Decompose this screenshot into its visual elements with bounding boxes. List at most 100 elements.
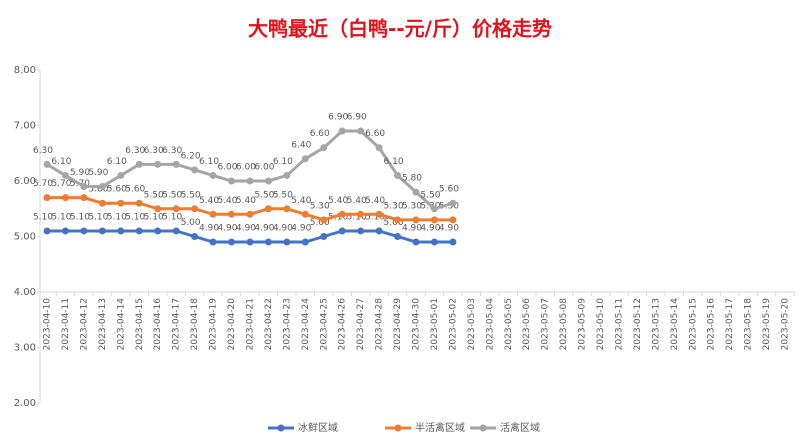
value-label: 5.30	[439, 201, 459, 211]
point	[135, 160, 143, 168]
x-tick-label: 2023-05-16	[707, 298, 717, 351]
x-tick-label: 2023-04-22	[264, 298, 274, 350]
point	[375, 227, 383, 235]
point	[43, 227, 51, 235]
value-label: 5.00	[310, 218, 330, 228]
point	[412, 216, 420, 224]
point	[61, 171, 69, 179]
value-label: 5.60	[125, 185, 145, 195]
legend-label: 冰鲜区域	[298, 421, 338, 434]
point	[98, 183, 106, 191]
point	[246, 210, 254, 218]
y-tick-label: 6.00	[14, 176, 36, 187]
point	[430, 238, 438, 246]
x-tick-label: 2023-04-10	[43, 298, 53, 351]
value-label: 5.10	[51, 212, 71, 222]
value-label: 5.40	[199, 196, 219, 206]
value-label: 5.40	[217, 196, 237, 206]
value-label: 6.60	[310, 129, 330, 139]
point	[117, 199, 125, 207]
y-tick-label: 8.00	[14, 65, 36, 76]
point	[430, 216, 438, 224]
value-label: 4.90	[420, 224, 440, 234]
value-label: 5.10	[125, 212, 145, 222]
point	[61, 227, 69, 235]
value-label: 5.10	[365, 212, 385, 222]
value-label: 5.00	[384, 218, 404, 228]
point	[191, 205, 199, 213]
point	[283, 205, 291, 213]
point	[154, 160, 162, 168]
point	[228, 210, 235, 218]
value-label: 5.40	[365, 196, 385, 206]
value-label: 5.50	[254, 190, 274, 200]
x-tick-label: 2023-04-11	[61, 298, 71, 350]
point	[80, 183, 88, 191]
point	[191, 166, 199, 174]
point	[154, 227, 162, 235]
y-tick-label: 7.00	[14, 121, 36, 132]
point	[375, 210, 383, 218]
point	[320, 233, 328, 240]
x-tick-label: 2023-04-23	[282, 298, 292, 350]
y-tick-label: 4.00	[14, 287, 36, 298]
x-tick-label: 2023-05-19	[762, 298, 772, 351]
value-label: 6.20	[181, 151, 201, 161]
x-tick-label: 2023-05-09	[578, 298, 588, 351]
value-label: 5.30	[384, 201, 404, 211]
value-label: 5.40	[328, 196, 348, 206]
x-tick-label: 2023-04-24	[301, 298, 311, 351]
value-label: 4.90	[217, 224, 237, 234]
x-tick-label: 2023-04-25	[319, 298, 329, 350]
value-label: 5.70	[33, 179, 53, 189]
x-tick-label: 2023-05-14	[670, 298, 680, 351]
value-label: 6.60	[365, 129, 385, 139]
x-tick-label: 2023-05-17	[725, 298, 735, 350]
point	[375, 144, 383, 152]
value-label: 6.10	[199, 157, 219, 167]
value-label: 4.90	[402, 224, 422, 234]
x-tick-label: 2023-04-18	[190, 298, 200, 351]
value-label: 6.30	[33, 146, 53, 156]
point	[246, 238, 254, 246]
x-tick-label: 2023-05-03	[467, 298, 477, 350]
value-label: 5.50	[181, 190, 201, 200]
x-tick-label: 2023-05-02	[448, 298, 458, 350]
x-tick-label: 2023-05-12	[633, 298, 643, 350]
point	[135, 199, 143, 207]
value-label: 5.10	[70, 212, 90, 222]
value-label: 5.40	[291, 196, 311, 206]
value-label: 5.40	[347, 196, 367, 206]
point	[117, 171, 125, 179]
point	[338, 210, 346, 218]
point	[283, 171, 291, 179]
legend-label: 半活禽区域	[415, 421, 465, 434]
value-label: 5.10	[162, 212, 182, 222]
point	[320, 216, 328, 224]
point	[338, 227, 346, 235]
point	[228, 238, 235, 246]
point	[61, 194, 69, 202]
value-label: 5.10	[347, 212, 367, 222]
point	[301, 238, 309, 246]
x-tick-label: 2023-04-20	[227, 298, 237, 351]
x-tick-label: 2023-05-08	[559, 298, 569, 351]
value-label: 5.50	[273, 190, 293, 200]
value-label: 5.50	[162, 190, 182, 200]
point	[172, 205, 180, 213]
legend-marker	[479, 424, 487, 432]
point	[172, 160, 180, 168]
value-label: 6.00	[254, 163, 274, 173]
x-tick-label: 2023-05-11	[614, 298, 624, 350]
x-tick-label: 2023-05-06	[522, 298, 532, 351]
point	[357, 210, 365, 218]
value-label: 6.10	[51, 157, 71, 167]
value-label: 6.10	[384, 157, 404, 167]
point	[430, 205, 438, 213]
x-tick-label: 2023-04-16	[153, 298, 163, 351]
value-label: 5.80	[402, 174, 422, 184]
y-tick-label: 3.00	[14, 343, 36, 354]
x-tick-label: 2023-05-20	[781, 298, 791, 351]
point	[98, 227, 106, 235]
